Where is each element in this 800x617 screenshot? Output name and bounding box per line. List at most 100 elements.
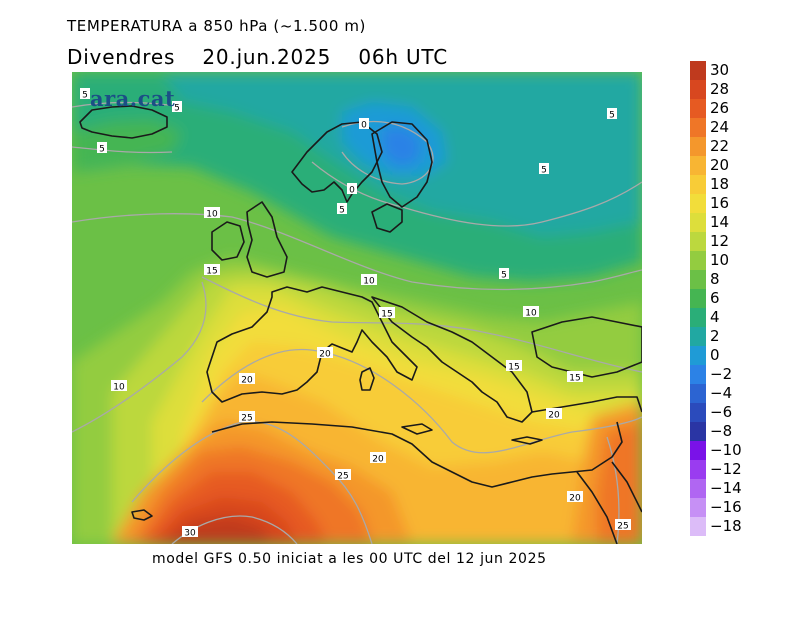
isotherm-20 <box>201 348 642 454</box>
colorbar-swatch <box>690 346 706 365</box>
contour-label: 20 <box>546 408 562 421</box>
svg-text:25: 25 <box>241 414 252 424</box>
colorbar-swatch <box>690 403 706 422</box>
colorbar-tick-label: 18 <box>710 175 730 193</box>
colorbar-swatch <box>690 232 706 251</box>
isotherm-15 <box>201 276 642 373</box>
colorbar-swatch <box>690 270 706 289</box>
colorbar-tick-label: 14 <box>710 213 730 231</box>
svg-text:0: 0 <box>349 186 355 196</box>
contour-label: 20 <box>567 491 583 504</box>
contour-label: 15 <box>379 307 395 320</box>
colorbar-tick-label: −12 <box>710 460 742 478</box>
contour-label: 0 <box>347 183 357 196</box>
svg-text:10: 10 <box>525 309 537 319</box>
isotherm-5-iceland <box>72 146 173 154</box>
svg-text:20: 20 <box>569 494 581 504</box>
contour-label: 20 <box>317 347 333 360</box>
contour-label: 5 <box>80 88 90 101</box>
coast-denmark <box>371 203 403 233</box>
colorbar-tick-label: 20 <box>710 156 730 174</box>
colorbar-swatch <box>690 61 706 80</box>
colorbar-tick-label: −10 <box>710 441 742 459</box>
svg-text:25: 25 <box>337 472 348 482</box>
coast-ireland <box>211 221 245 261</box>
contour-label: 5 <box>97 142 107 155</box>
svg-text:5: 5 <box>609 111 615 121</box>
colorbar-swatch <box>690 137 706 156</box>
colorbar-tick-label: 26 <box>710 99 730 117</box>
contour-label: 5 <box>172 101 182 114</box>
contour-label: 25 <box>239 411 255 424</box>
isotherm-10-west <box>72 281 207 433</box>
colorbar-tick-label: −18 <box>710 517 742 535</box>
colorbar-swatch <box>690 517 706 536</box>
svg-text:15: 15 <box>206 267 217 277</box>
isotherm-25 <box>131 420 373 544</box>
colorbar <box>690 61 706 555</box>
svg-text:5: 5 <box>339 206 345 216</box>
svg-text:20: 20 <box>548 411 560 421</box>
colorbar-tick-label: 24 <box>710 118 730 136</box>
contour-label: 15 <box>204 264 220 277</box>
svg-text:15: 15 <box>569 374 580 384</box>
colorbar-swatch <box>690 441 706 460</box>
contour-label: 15 <box>506 360 522 373</box>
coast-sardinia <box>359 367 375 391</box>
coast-black-sea <box>531 316 642 378</box>
coast-britain <box>246 201 288 278</box>
colorbar-swatch <box>690 308 706 327</box>
colorbar-tick-label: 2 <box>710 327 720 345</box>
temperature-map[interactable]: 5 5 5 0 0 5 5 5 10 15 10 5 15 10 20 20 25 10 15 15 20 20 25 20 3… <box>72 72 642 544</box>
field-band-minus2 <box>382 127 422 167</box>
contour-label: 10 <box>204 207 220 220</box>
contour-label: 10 <box>111 380 127 393</box>
coastlines <box>79 105 642 544</box>
colorbar-tick-label: −8 <box>710 422 733 440</box>
svg-text:30: 30 <box>184 529 196 539</box>
colorbar-tick-label: −6 <box>710 403 733 421</box>
field-band-24-east <box>597 422 642 544</box>
isotherm-5-north <box>311 161 642 227</box>
svg-text:5: 5 <box>174 104 180 114</box>
contour-label: 25 <box>615 519 631 532</box>
coast-crete <box>511 436 543 445</box>
svg-text:20: 20 <box>319 350 331 360</box>
colorbar-tick-label: 30 <box>710 61 730 79</box>
svg-text:10: 10 <box>113 383 125 393</box>
coast-balkans <box>371 296 533 423</box>
colorbar-swatch <box>690 251 706 270</box>
colorbar-tick-label: −16 <box>710 498 742 516</box>
contour-label: 20 <box>239 373 255 386</box>
contour-label: 25 <box>335 469 351 482</box>
ara-cat-logo: ara.cat <box>90 86 176 111</box>
colorbar-tick-label: 16 <box>710 194 730 212</box>
colorbar-swatch <box>690 156 706 175</box>
svg-text:15: 15 <box>381 310 392 320</box>
coast-finland <box>371 121 433 208</box>
valid-hour: 06h UTC <box>358 45 449 69</box>
colorbar-swatch <box>690 327 706 346</box>
isotherm-10 <box>72 213 642 291</box>
chart-title: TEMPERATURA a 850 hPa (~1.500 m) <box>67 17 366 35</box>
contour-label: 10 <box>361 274 377 287</box>
contour-label: 10 <box>523 306 539 319</box>
contour-label: 15 <box>567 371 583 384</box>
coast-red-sea-east <box>611 461 642 513</box>
colorbar-swatch <box>690 479 706 498</box>
colorbar-swatch <box>690 365 706 384</box>
valid-day: Divendres <box>67 45 176 69</box>
contour-label: 5 <box>539 163 549 176</box>
coast-anatolia <box>531 396 642 413</box>
colorbar-tick-label: 8 <box>710 270 720 288</box>
contour-label: 20 <box>370 452 386 465</box>
coast-north-africa <box>211 421 623 488</box>
coast-iceland <box>79 105 168 139</box>
valid-time: Divendres 20.jun.2025 06h UTC <box>67 45 468 69</box>
colorbar-swatch <box>690 80 706 99</box>
colorbar-tick-label: 4 <box>710 308 720 326</box>
colorbar-swatch <box>690 194 706 213</box>
contour-label: 0 <box>359 118 369 131</box>
svg-text:5: 5 <box>541 166 547 176</box>
colorbar-tick-label: 6 <box>710 289 720 307</box>
